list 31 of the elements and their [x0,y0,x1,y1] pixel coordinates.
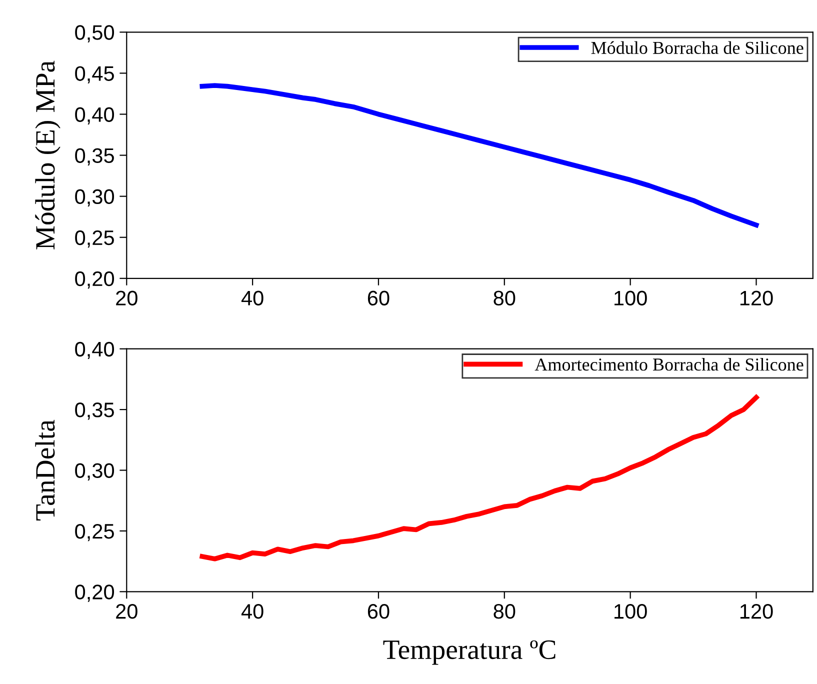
y-tick-label: 0,35 [75,402,114,420]
y-tick-label: 0,25 [75,230,114,248]
x-tick-label: 100 [614,604,647,619]
y-tick-label: 0,35 [75,148,114,166]
y-axis-title: TanDelta [35,420,55,520]
y-axis-title: Módulo (E) MPa [35,60,60,250]
x-tick-label: 120 [740,290,773,306]
legend-label: Módulo Borracha de Silicone [591,41,804,54]
legend-label: Amortecimento Borracha de Silicone [534,358,804,371]
x-tick-label: 120 [740,604,773,619]
y-tick-label: 0,50 [75,25,114,42]
line-series [200,394,759,562]
y-tick-label: 0,20 [75,271,114,289]
x-axis-title: Temperatura ºC [383,640,556,665]
y-tick-label: 0,40 [75,342,114,360]
x-tick-label: 60 [368,604,390,619]
y-tick-label: 0,30 [75,463,114,480]
x-tick-label: 100 [614,290,647,306]
x-tick-label: 20 [116,604,138,619]
x-tick-label: 40 [241,290,264,306]
x-tick-label: 80 [494,604,516,619]
y-tick-label: 0,25 [75,524,114,542]
x-tick-label: 60 [368,290,390,306]
y-tick-label: 0,45 [75,66,114,84]
x-tick-label: 20 [116,290,138,306]
line-series [200,83,759,228]
x-tick-label: 40 [241,604,264,619]
x-tick-label: 80 [494,290,516,306]
y-tick-label: 0,30 [75,189,114,207]
y-tick-label: 0,20 [75,584,114,602]
y-tick-label: 0,40 [75,107,114,124]
